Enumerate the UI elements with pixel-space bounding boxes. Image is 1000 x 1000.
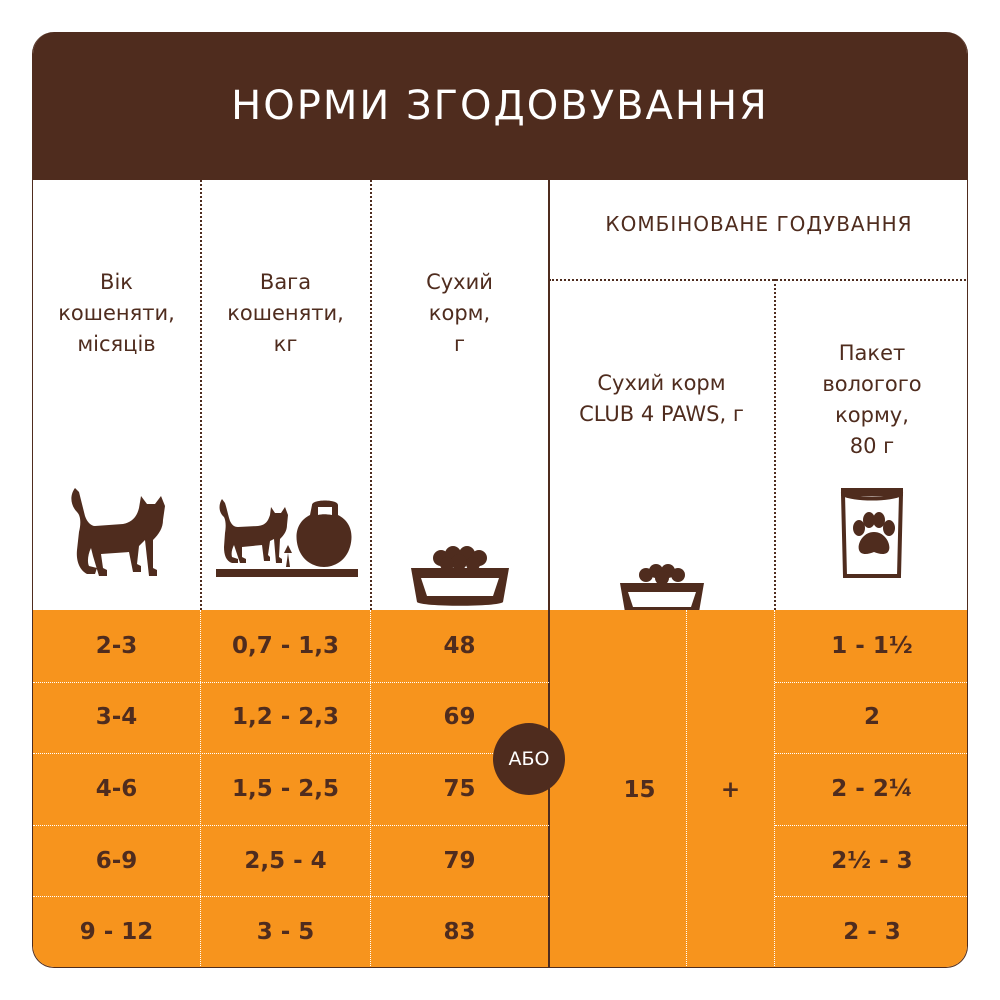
header-line: г [453, 332, 466, 356]
weight-cell: 3 - 5 [256, 919, 315, 946]
small-food-bowl-icon [620, 564, 704, 615]
column-header-combined-dry: Сухий корм CLUB 4 PAWS, г [549, 368, 774, 430]
header-bar: НОРМИ ЗГОДОВУВАННЯ [33, 32, 967, 180]
header-line: Сухий [426, 270, 493, 294]
wet-cell: 2 - 2¼ [831, 775, 913, 802]
wet-cell: 2 [863, 704, 880, 731]
page-title: НОРМИ ЗГОДОВУВАННЯ [231, 83, 769, 129]
column-header-combined-wet: Пакет вологого корму, 80 г [775, 338, 967, 462]
table-row: 6-9 2,5 - 4 79 2½ - 3 [33, 825, 967, 897]
dry-cell: 83 [443, 919, 476, 946]
plus-sign: + [720, 777, 741, 803]
weight-cell: 1,5 - 2,5 [231, 775, 340, 802]
separator [200, 610, 201, 967]
table-row: 9 - 12 3 - 5 83 2 - 3 [33, 896, 967, 967]
wet-cell: 2 - 3 [843, 919, 901, 946]
age-cell: 9 - 12 [79, 919, 154, 946]
column-header-dry: Сухий корм, г [371, 267, 548, 360]
header-line: кошеняти, [58, 301, 175, 325]
row-separator [33, 753, 549, 755]
weight-cell: 1,2 - 2,3 [231, 704, 340, 731]
feeding-table-card: НОРМИ ЗГОДОВУВАННЯ Вік кошеняти, місяців… [32, 32, 968, 968]
header-line: Пакет [838, 341, 906, 365]
header-line: Сухий корм [597, 371, 726, 395]
header-line: кошеняти, [227, 301, 344, 325]
column-header-age: Вік кошеняти, місяців [33, 267, 200, 360]
separator [370, 180, 372, 610]
dry-cell: 69 [443, 704, 476, 731]
dry-cell: 75 [443, 775, 476, 802]
cat-with-kettlebell-icon [216, 499, 358, 577]
weight-cell: 2,5 - 4 [244, 847, 327, 874]
separator [370, 610, 371, 967]
dry-cell: 48 [443, 632, 476, 659]
wet-cell: 1 - 1½ [831, 632, 913, 659]
food-bowl-icon [411, 546, 509, 606]
row-separator [33, 896, 549, 898]
age-cell: 3-4 [95, 704, 138, 731]
separator [774, 610, 775, 967]
age-cell: 6-9 [95, 847, 138, 874]
table-header: Вік кошеняти, місяців Вага кошеняти, кг … [33, 180, 967, 615]
combined-feeding-title: КОМБІНОВАНЕ ГОДУВАННЯ [605, 212, 913, 236]
table-body [33, 610, 967, 967]
header-line: Вага [259, 270, 312, 294]
wet-cell: 2½ - 3 [831, 847, 913, 874]
weight-cell: 0,7 - 1,3 [231, 632, 340, 659]
column-header-weight: Вага кошеняти, кг [201, 267, 370, 360]
separator [686, 610, 687, 967]
row-separator [775, 824, 967, 826]
header-line: кг [273, 332, 298, 356]
cat-silhouette-icon [71, 488, 165, 576]
row-separator [33, 681, 549, 683]
header-line: вологого [822, 372, 922, 396]
row-separator [775, 681, 967, 683]
header-line: корму, [835, 403, 909, 427]
header-line: корм, [428, 301, 491, 325]
age-cell: 4-6 [95, 775, 138, 802]
row-separator [33, 824, 549, 826]
combined-dry-value: 15 [623, 777, 656, 803]
age-cell: 2-3 [95, 632, 138, 659]
table-row: 2-3 0,7 - 1,3 48 1 - 1½ [33, 610, 967, 682]
wet-food-pouch-paw-icon [840, 488, 904, 578]
table-row: 3-4 1,2 - 2,3 69 2 [33, 682, 967, 754]
row-separator [775, 753, 967, 755]
separator [549, 279, 967, 281]
separator [200, 180, 202, 610]
header-line: 80 г [849, 434, 895, 458]
header-line: місяців [77, 332, 156, 356]
separator [548, 180, 550, 610]
table-row: 4-6 1,5 - 2,5 75 2 - 2¼ [33, 753, 967, 825]
row-separator [775, 896, 967, 898]
header-line: CLUB 4 PAWS, г [579, 402, 744, 426]
header-line: Вік [100, 270, 133, 294]
dry-cell: 79 [443, 847, 476, 874]
or-badge: АБО [493, 723, 565, 795]
separator [774, 279, 776, 610]
